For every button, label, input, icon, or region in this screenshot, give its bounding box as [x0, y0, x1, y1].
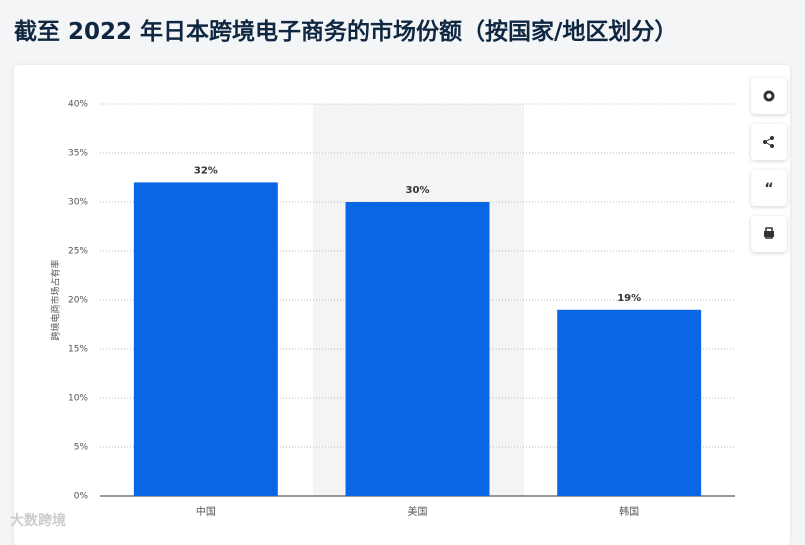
watermark: 大数跨境 — [10, 512, 66, 529]
svg-text:“: “ — [764, 181, 773, 197]
y-tick-label: 35% — [68, 149, 88, 159]
y-tick-label: 10% — [68, 394, 88, 404]
print-button[interactable] — [751, 216, 787, 252]
x-tick-label: 中国 — [196, 505, 216, 518]
y-tick-label: 20% — [68, 296, 88, 306]
y-tick-label: 40% — [68, 100, 88, 110]
bar — [345, 202, 490, 496]
data-label: 32% — [194, 165, 218, 176]
bar — [133, 182, 278, 496]
page-title: 截至 2022 年日本跨境电子商务的市场份额（按国家/地区划分） — [14, 19, 678, 45]
x-tick-label: 美国 — [408, 505, 428, 518]
y-tick-label: 25% — [68, 247, 88, 257]
cite-button[interactable]: “ — [751, 170, 787, 206]
bar — [557, 309, 702, 496]
share-button[interactable] — [751, 124, 787, 160]
y-tick-label: 0% — [74, 492, 89, 502]
y-tick-label: 5% — [74, 443, 89, 453]
y-tick-label: 30% — [68, 198, 88, 208]
settings-button[interactable] — [751, 78, 787, 114]
y-tick-label: 15% — [68, 345, 88, 355]
data-label: 30% — [406, 185, 430, 196]
x-tick-label: 韩国 — [619, 505, 639, 518]
y-axis-label: 跨境电商市场占有率 — [50, 259, 62, 340]
data-label: 19% — [617, 293, 641, 304]
